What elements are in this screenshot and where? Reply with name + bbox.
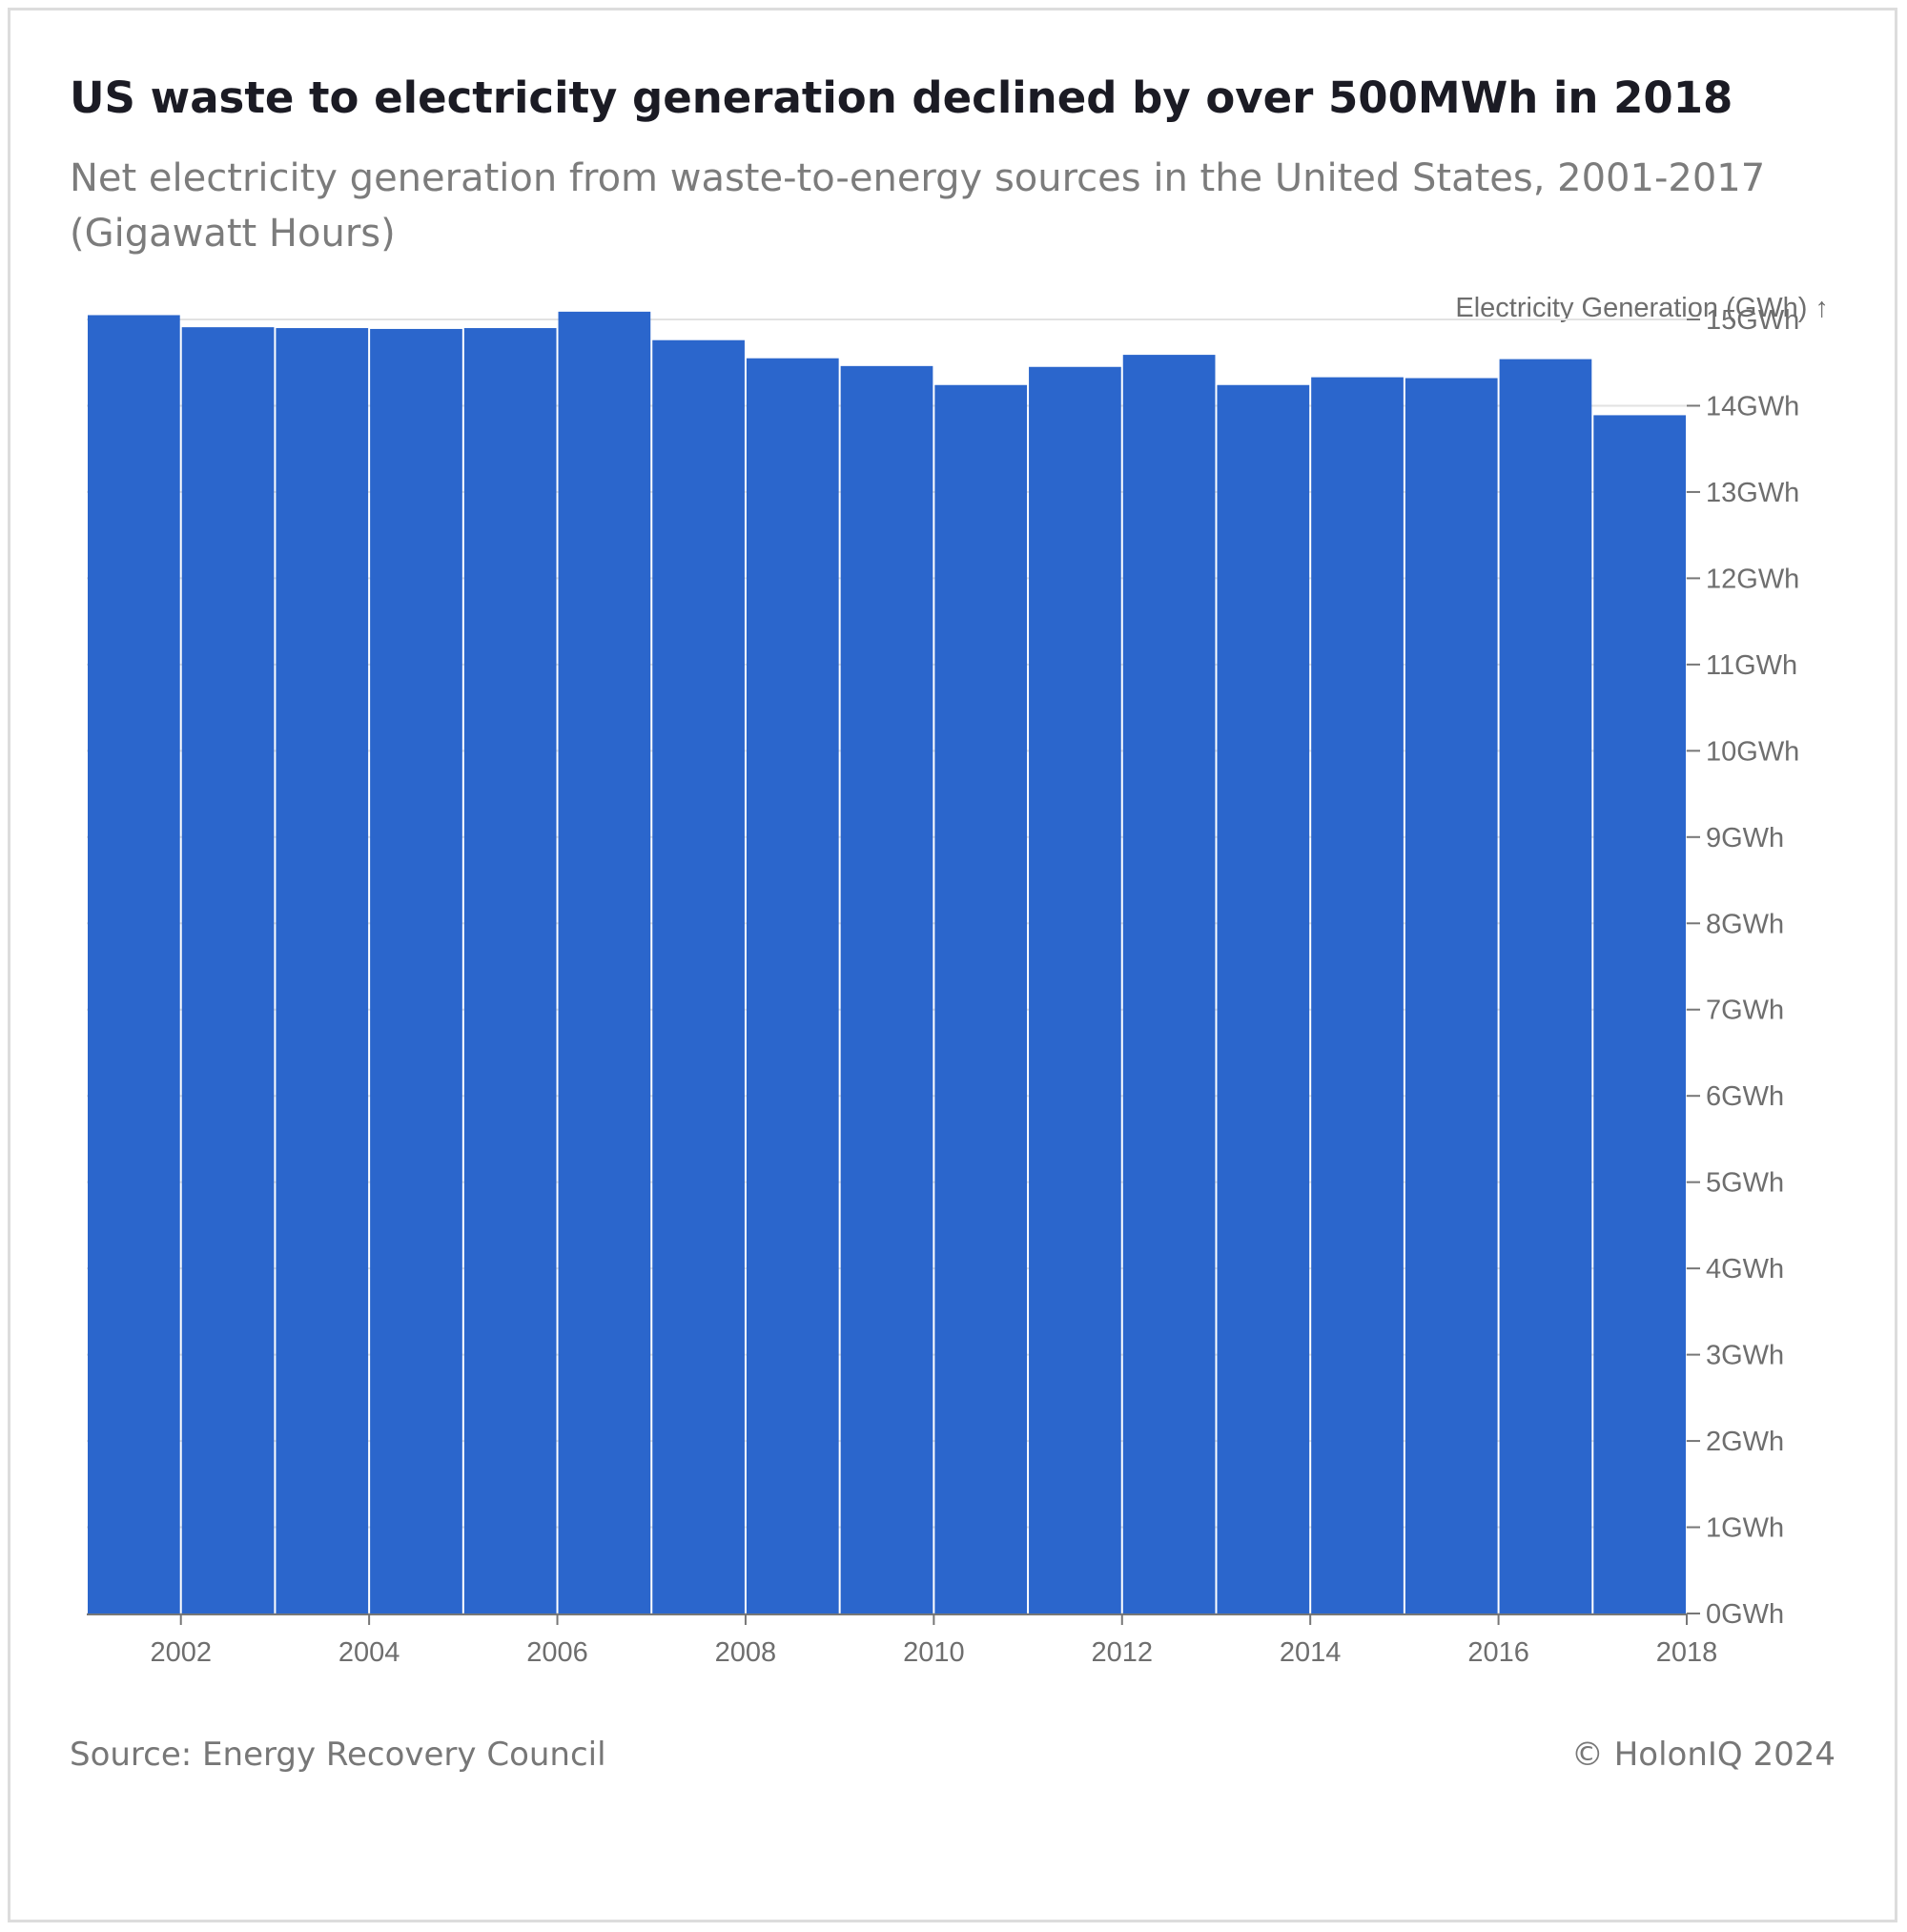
bars	[88, 311, 1686, 1614]
x-tick-label: 2014	[1280, 1637, 1342, 1668]
bar-2008	[746, 358, 839, 1614]
bar-2002	[181, 327, 275, 1614]
chart-title: US waste to electricity generation decli…	[70, 72, 1733, 123]
y-tick-label: 13GWh	[1706, 478, 1799, 508]
y-tick-label: 10GWh	[1706, 736, 1799, 767]
y-tick-label: 4GWh	[1706, 1254, 1784, 1285]
x-tick-label: 2018	[1656, 1637, 1718, 1668]
bar-2014	[1311, 377, 1404, 1613]
bar-2013	[1217, 384, 1310, 1614]
x-tick-label: 2016	[1467, 1637, 1529, 1668]
bar-2006	[558, 311, 651, 1613]
y-tick-label: 1GWh	[1706, 1513, 1784, 1544]
x-tick-label: 2012	[1092, 1637, 1154, 1668]
bar-2004	[370, 328, 462, 1614]
y-tick-label: 3GWh	[1706, 1341, 1784, 1371]
bar-chart: Electricity Generation (GWh) ↑ 0GWh 1GWh 2…	[87, 293, 1829, 1668]
bar-2009	[840, 365, 933, 1613]
y-tick-label: 2GWh	[1706, 1427, 1784, 1457]
y-tick-label: 0GWh	[1706, 1599, 1784, 1630]
x-tick-label: 2010	[903, 1637, 965, 1668]
bar-2010	[934, 384, 1028, 1614]
bar-2005	[463, 328, 557, 1614]
y-tick-label: 9GWh	[1706, 823, 1784, 853]
y-tick-label: 6GWh	[1706, 1081, 1784, 1112]
bar-2003	[276, 328, 369, 1614]
bar-2011	[1029, 366, 1121, 1614]
source-note: Source: Energy Recovery Council	[70, 1736, 606, 1774]
y-axis: 0GWh 1GWh 2GWh 3GWh 4GWh 5GWh 6GWh 7GWh 8GWh 9GWh…	[1687, 305, 1799, 1630]
copyright-note: © HolonIQ 2024	[1570, 1736, 1835, 1774]
bar-2017	[1593, 415, 1686, 1614]
bar-2016	[1499, 359, 1592, 1614]
y-tick-label: 7GWh	[1706, 996, 1784, 1026]
y-tick-label: 14GWh	[1706, 391, 1799, 421]
y-tick-label: 12GWh	[1706, 564, 1799, 594]
bar-2012	[1122, 355, 1216, 1614]
y-tick-label: 5GWh	[1706, 1168, 1784, 1199]
bar-2001	[88, 315, 180, 1613]
y-axis-title: Electricity Generation (GWh) ↑	[1455, 293, 1829, 323]
x-tick-label: 2008	[715, 1637, 777, 1668]
x-tick-label: 2006	[526, 1637, 588, 1668]
bar-2007	[652, 339, 745, 1613]
y-tick-label: 11GWh	[1706, 650, 1797, 681]
chart-subtitle: Net electricity generation from waste-to…	[70, 156, 1766, 256]
bar-2015	[1405, 378, 1498, 1613]
x-tick-label: 2002	[150, 1637, 212, 1668]
y-tick-label: 8GWh	[1706, 909, 1784, 939]
y-tick-label: 15GWh	[1706, 305, 1799, 336]
x-axis: 2002 2004 2006 2008 2010 2012 2014 2016 2018	[87, 1613, 1717, 1668]
x-tick-label: 2004	[338, 1637, 400, 1668]
